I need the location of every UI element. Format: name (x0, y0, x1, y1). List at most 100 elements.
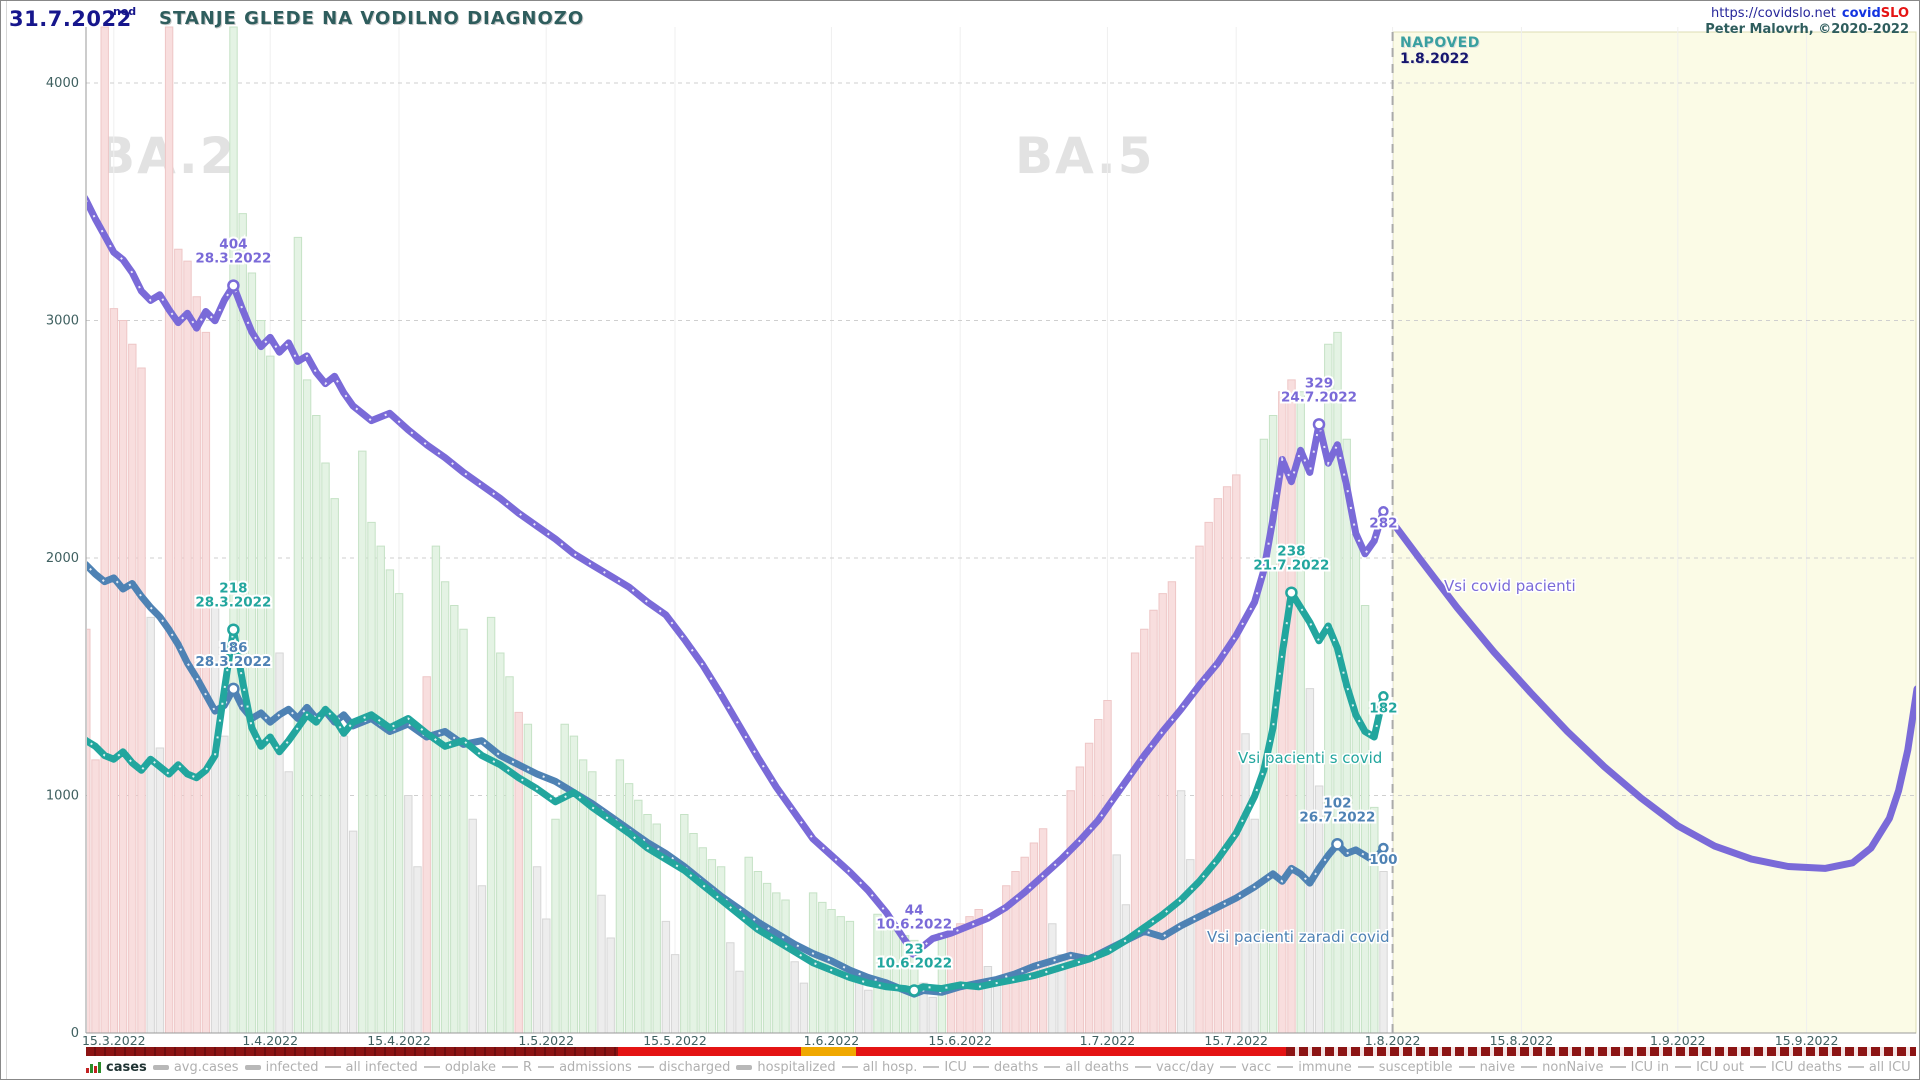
case-bar (431, 545, 441, 1034)
legend-label: susceptible (1378, 1059, 1453, 1075)
annotation-label: 404 (219, 237, 247, 253)
legend-item-icu-deaths[interactable]: ICU deaths (1749, 1060, 1842, 1075)
strip-segment-orange (801, 1047, 856, 1056)
legend-dash-icon (1277, 1066, 1294, 1068)
data-point-marker (227, 682, 240, 696)
legend-item-hospitalized[interactable]: hospitalized (736, 1059, 836, 1075)
x-tick-label: 1.5.2022 (518, 1033, 574, 1048)
forecast-label: NAPOVED (1400, 35, 1480, 51)
x-tick-label: 1.9.2022 (1650, 1033, 1706, 1048)
strip-segment-dash (1286, 1047, 1916, 1056)
legend-item-discharged[interactable]: discharged (637, 1060, 730, 1075)
case-bar (781, 899, 790, 1034)
series-legend: cases avg.cases infected all infected odplak… (86, 1057, 1911, 1077)
annotation-label: 26.7.2022 (1299, 809, 1375, 825)
series-label: Vsi pacienti s covid (1238, 749, 1382, 767)
x-tick-label: 1.6.2022 (804, 1033, 860, 1048)
case-bar (100, 26, 109, 1034)
case-bar (220, 735, 229, 1034)
case-bar (385, 569, 395, 1034)
x-tick-label: 1.8.2022 (1365, 1033, 1421, 1048)
legend-item-all-infected[interactable]: all infected (324, 1060, 418, 1075)
legend-item-all-hosp-[interactable]: all hosp. (841, 1060, 917, 1075)
case-bar (477, 885, 487, 1034)
annotation-label: 100 (1369, 852, 1397, 868)
y-tick-label: 1000 (46, 789, 79, 804)
legend-dash-icon (736, 1064, 753, 1070)
legend-dash-icon (923, 1066, 940, 1068)
legend-dash-icon (1044, 1066, 1061, 1068)
legend-item-vacc-day[interactable]: vacc/day (1134, 1060, 1214, 1075)
case-bar (238, 213, 247, 1034)
case-bar (496, 652, 505, 1034)
strip-segment-red (856, 1047, 1286, 1056)
case-bar (1066, 790, 1075, 1034)
case-bar (87, 628, 91, 1034)
data-point-marker (1378, 506, 1389, 517)
case-bar (1020, 856, 1029, 1034)
case-bar (597, 894, 606, 1034)
case-bar (1305, 688, 1315, 1034)
legend-label: hospitalized (757, 1059, 836, 1075)
case-bar (606, 937, 615, 1034)
case-bar (992, 985, 1002, 1034)
legend-item-naive[interactable]: naive (1458, 1060, 1515, 1075)
legend-item-admissions[interactable]: admissions (538, 1060, 632, 1075)
case-bar (1038, 828, 1048, 1034)
annotation-label: 23 (905, 941, 924, 957)
case-bar (615, 759, 625, 1034)
legend-item-deaths[interactable]: deaths (972, 1059, 1039, 1075)
legend-item-r[interactable]: R (502, 1060, 532, 1075)
annotation-label: 28.3.2022 (195, 654, 271, 670)
case-bar (450, 605, 459, 1034)
legend-item-nonnaive[interactable]: nonNaive (1521, 1060, 1604, 1075)
legend-item-all-icu[interactable]: all ICU (1847, 1060, 1911, 1075)
case-bar (1379, 871, 1388, 1034)
data-point-marker (1285, 586, 1298, 599)
case-bar (413, 866, 422, 1034)
case-bar (440, 581, 450, 1034)
legend-item-vacc[interactable]: vacc (1220, 1060, 1271, 1075)
wave-color-strip (1, 1047, 1919, 1056)
case-bar (1149, 609, 1158, 1034)
case-bar (1204, 521, 1213, 1034)
annotation-label: 10.6.2022 (876, 955, 952, 971)
y-tick-label: 4000 (46, 76, 79, 91)
legend-dash-icon (1458, 1066, 1475, 1068)
site-link[interactable]: https://covidslo.net covidSLO (1711, 6, 1909, 21)
legend-item-icu-in[interactable]: ICU in (1609, 1060, 1669, 1075)
legend-item-infected[interactable]: infected (244, 1060, 319, 1075)
case-bar (1158, 593, 1167, 1034)
legend-item-susceptible[interactable]: susceptible (1357, 1059, 1453, 1075)
legend-item-immune[interactable]: immune (1277, 1060, 1352, 1075)
legend-item-icu-out[interactable]: ICU out (1675, 1060, 1744, 1075)
legend-item-avg-cases[interactable]: avg.cases (152, 1060, 239, 1075)
legend-item-all-deaths[interactable]: all deaths (1044, 1060, 1129, 1075)
legend-dash-icon (1847, 1066, 1864, 1068)
case-bar (404, 795, 413, 1034)
report-date: 31.7.2022 (9, 7, 132, 31)
case-bar (229, 26, 238, 1034)
legend-dash-icon (152, 1064, 169, 1070)
legend-label: deaths (993, 1059, 1039, 1075)
case-bar (560, 723, 569, 1034)
case-bar (689, 833, 698, 1034)
legend-dash-icon (1675, 1066, 1692, 1068)
site-url[interactable]: https://covidslo.net (1711, 6, 1836, 21)
case-bar (542, 918, 551, 1034)
annotation-label: 28.3.2022 (195, 595, 271, 611)
legend-label: R (523, 1059, 533, 1075)
legend-item-icu[interactable]: ICU (923, 1060, 967, 1075)
legend-dash-icon (1609, 1066, 1626, 1068)
legend-label: admissions (559, 1059, 632, 1075)
legend-item-cases[interactable]: cases (86, 1060, 147, 1075)
x-tick-label: 15.6.2022 (928, 1033, 992, 1048)
legend-dash-icon (1134, 1066, 1151, 1068)
annotation-label: 44 (905, 903, 924, 919)
x-tick-label: 15.4.2022 (367, 1033, 431, 1048)
legend-item-odplake[interactable]: odplake (423, 1060, 496, 1075)
x-tick-label: 15.3.2022 (82, 1033, 146, 1048)
case-bar (1195, 545, 1204, 1034)
x-tick-label: 15.9.2022 (1775, 1033, 1839, 1048)
case-bar (799, 982, 809, 1034)
